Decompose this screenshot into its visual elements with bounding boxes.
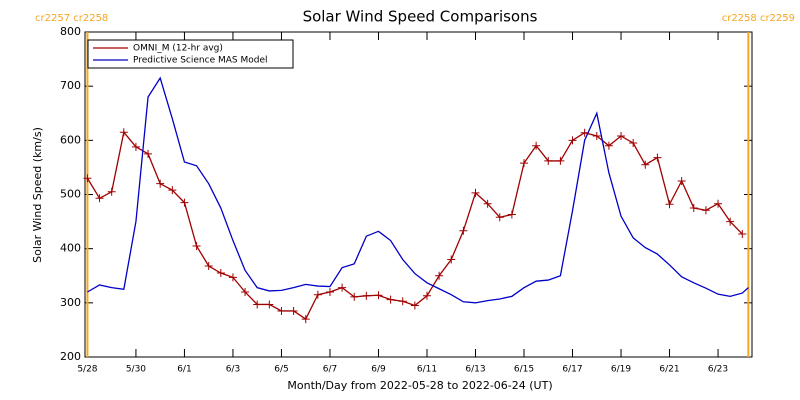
cr-label: cr2258 cr2259	[722, 13, 795, 24]
y-tick-label: 700	[60, 79, 81, 92]
data-marker	[325, 288, 334, 296]
y-tick-label: 300	[60, 296, 81, 309]
data-marker	[204, 262, 213, 270]
x-tick-label: 5/30	[126, 365, 146, 375]
data-marker	[144, 149, 153, 158]
y-tick-label: 500	[60, 188, 81, 201]
data-marker	[471, 188, 480, 197]
cr-label: cr2257 cr2258	[35, 13, 108, 24]
y-tick-label: 600	[60, 133, 81, 146]
data-marker	[83, 174, 92, 183]
x-tick-label: 6/11	[417, 365, 437, 375]
y-axis-label: Solar Wind Speed (km/s)	[31, 127, 44, 263]
x-tick-label: 6/9	[371, 365, 386, 375]
data-marker	[604, 141, 613, 150]
data-marker	[677, 176, 686, 185]
data-marker	[313, 290, 322, 299]
data-marker	[253, 300, 262, 309]
data-marker	[568, 136, 577, 145]
data-marker	[592, 132, 601, 140]
series-line	[87, 76, 749, 304]
data-marker	[95, 194, 104, 203]
x-tick-label: 6/15	[514, 365, 534, 375]
data-marker	[447, 255, 456, 264]
data-marker	[507, 210, 516, 219]
data-marker	[350, 292, 359, 301]
x-tick-label: 6/19	[611, 365, 631, 375]
legend-label: Predictive Science MAS Model	[133, 56, 268, 66]
data-marker	[107, 187, 116, 196]
data-marker	[338, 283, 347, 292]
x-tick-label: 6/17	[562, 365, 582, 375]
data-marker	[180, 198, 189, 207]
data-marker	[435, 271, 444, 280]
data-marker	[714, 199, 723, 208]
data-marker	[738, 230, 747, 239]
data-marker	[629, 139, 638, 148]
x-tick-label: 5/28	[77, 365, 97, 375]
data-marker	[265, 300, 274, 309]
data-marker	[641, 160, 650, 169]
data-marker	[556, 156, 565, 165]
data-marker	[241, 288, 250, 296]
x-axis-label: Month/Day from 2022-05-28 to 2022-06-24 …	[287, 379, 552, 392]
data-marker	[398, 297, 407, 306]
x-tick-label: 6/5	[274, 365, 288, 375]
data-marker	[168, 186, 177, 195]
data-marker	[459, 226, 468, 235]
x-tick-label: 6/23	[708, 365, 728, 375]
data-marker	[483, 199, 492, 208]
data-marker	[653, 153, 662, 162]
data-marker	[495, 213, 504, 222]
data-marker	[362, 291, 371, 300]
x-tick-label: 6/13	[465, 365, 485, 375]
data-marker	[374, 291, 383, 300]
chart-title: Solar Wind Speed Comparisons	[303, 8, 538, 26]
x-tick-label: 6/21	[659, 365, 679, 375]
y-tick-label: 800	[60, 25, 81, 38]
data-marker	[726, 217, 735, 226]
data-marker	[410, 301, 419, 310]
data-marker	[689, 204, 698, 213]
data-marker	[544, 156, 553, 165]
data-marker	[665, 200, 674, 209]
y-tick-label: 400	[60, 242, 81, 255]
data-marker	[192, 241, 201, 250]
x-tick-label: 6/3	[226, 365, 240, 375]
data-marker	[520, 159, 529, 168]
data-marker	[228, 273, 237, 282]
data-marker	[617, 132, 626, 140]
data-marker	[701, 206, 710, 215]
x-tick-label: 6/1	[177, 365, 191, 375]
y-tick-label: 200	[60, 350, 81, 363]
data-marker	[119, 128, 128, 137]
legend-label: OMNI_M (12-hr avg)	[133, 44, 223, 54]
data-marker	[289, 306, 298, 315]
data-marker	[156, 179, 165, 188]
data-marker	[532, 141, 541, 150]
data-marker	[386, 295, 395, 304]
data-marker	[422, 291, 431, 300]
legend-box	[87, 39, 294, 69]
data-marker	[580, 128, 589, 137]
data-marker	[131, 142, 140, 151]
data-marker	[301, 315, 310, 324]
data-marker	[216, 269, 225, 278]
data-marker	[277, 306, 286, 315]
x-tick-label: 6/7	[323, 365, 337, 375]
